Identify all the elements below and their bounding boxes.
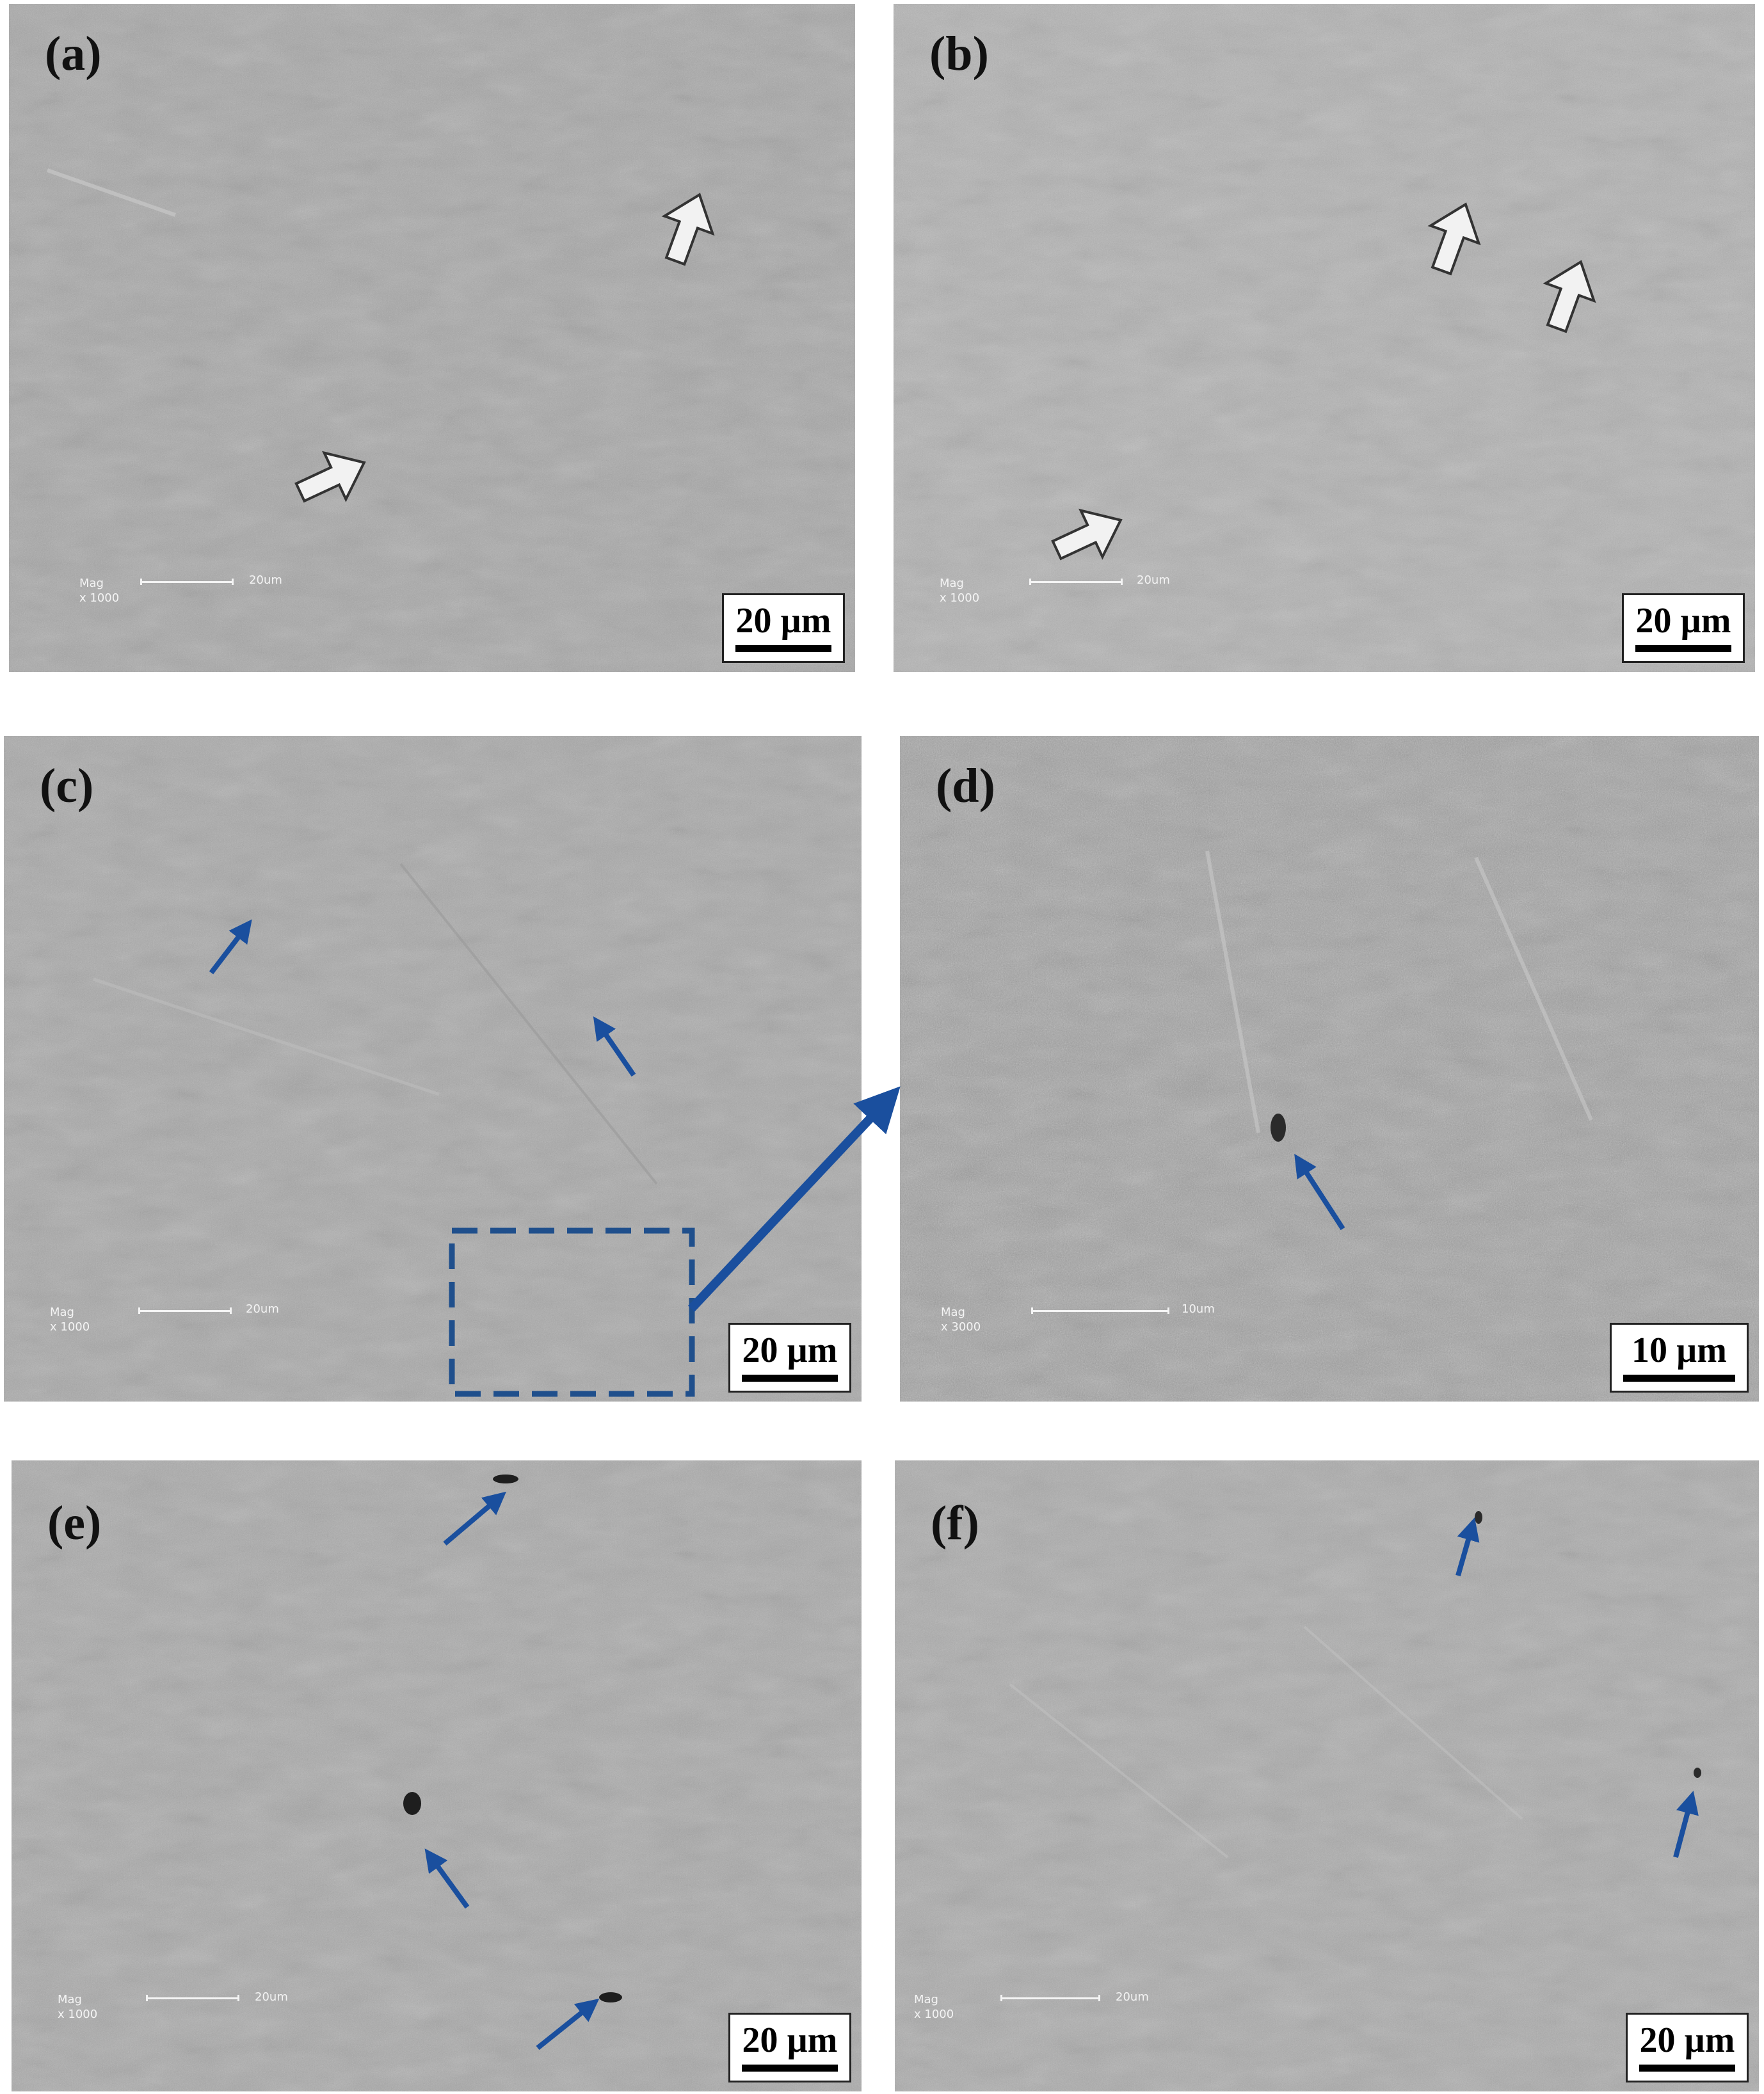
panel-label: (b) (929, 27, 989, 81)
scale-bar (742, 2065, 838, 2072)
scale-bar-label: 20 µm (742, 1331, 838, 1370)
mag-scale-bar (1029, 579, 1123, 585)
sem-panel-c: (c) Mag x 1000 20um 20 µm (4, 736, 862, 1402)
scale-bar-box: 20 µm (1622, 593, 1745, 663)
scale-bar-label: 20 µm (1639, 2020, 1735, 2060)
mag-scale-label: 20um (1116, 1990, 1149, 2004)
sem-panel-a: (a) Mag x 1000 20um 20 µm (9, 4, 855, 672)
scale-bar (1623, 1375, 1735, 1382)
mag-scale-label: 20um (1137, 573, 1170, 587)
scale-bar-box: 10 µm (1610, 1323, 1749, 1393)
mag-scale-bar (140, 579, 234, 585)
sem-panel-d: (d) Mag x 3000 10um 10 µm (900, 736, 1759, 1402)
scale-bar-label: 20 µm (735, 601, 831, 641)
dashed-selection-box (449, 1227, 695, 1397)
panel-label: (f) (931, 1496, 979, 1550)
sem-texture (4, 736, 862, 1402)
sem-texture (895, 1460, 1759, 2091)
sem-texture (12, 1460, 862, 2091)
mag-scale-label: 20um (255, 1990, 288, 2004)
sem-texture (9, 4, 855, 672)
mag-scale-bar (138, 1307, 232, 1314)
mag-label: Mag x 1000 (58, 1993, 98, 2021)
mag-label: Mag x 1000 (940, 577, 980, 605)
mag-scale-label: 10um (1182, 1302, 1215, 1316)
mag-scale-bar (146, 1995, 239, 2001)
mag-scale-bar (1000, 1995, 1100, 2001)
block-arrow-icon (1427, 202, 1481, 276)
mag-scale-label: 20um (249, 573, 282, 587)
mag-label: Mag x 1000 (914, 1993, 954, 2021)
block-arrow-icon (1051, 508, 1123, 561)
sem-texture (900, 736, 1759, 1402)
block-arrow-icon (661, 193, 715, 266)
scale-bar-box: 20 µm (1626, 2013, 1749, 2082)
scale-bar (1639, 2065, 1735, 2072)
sem-panel-f: (f) Mag x 1000 20um 20 µm (895, 1460, 1759, 2091)
mag-label: Mag x 1000 (50, 1306, 90, 1334)
scale-bar-label: 20 µm (742, 2020, 838, 2060)
block-arrow-icon (1543, 260, 1596, 333)
scale-bar-box: 20 µm (728, 2013, 851, 2082)
mag-label: Mag x 3000 (941, 1306, 981, 1334)
mag-label: Mag x 1000 (79, 577, 120, 605)
scale-bar (1635, 645, 1731, 652)
sem-texture (894, 4, 1755, 672)
panel-label: (e) (47, 1496, 102, 1550)
sem-panel-b: (b) Mag x 1000 20um 20 µm (894, 4, 1755, 672)
scale-bar (735, 645, 831, 652)
sem-panel-e: (e) Mag x 1000 20um 20 µm (12, 1460, 862, 2091)
scale-bar-label: 10 µm (1632, 1331, 1727, 1370)
scale-bar-box: 20 µm (722, 593, 845, 663)
mag-scale-bar (1031, 1307, 1169, 1314)
scale-bar (742, 1375, 838, 1382)
mag-scale-label: 20um (246, 1302, 279, 1316)
panel-label: (d) (936, 759, 995, 813)
scale-bar-label: 20 µm (1635, 601, 1731, 641)
panel-label: (c) (40, 759, 94, 813)
block-arrow-icon (294, 451, 366, 503)
panel-label: (a) (45, 27, 102, 81)
scale-bar-box: 20 µm (728, 1323, 851, 1393)
